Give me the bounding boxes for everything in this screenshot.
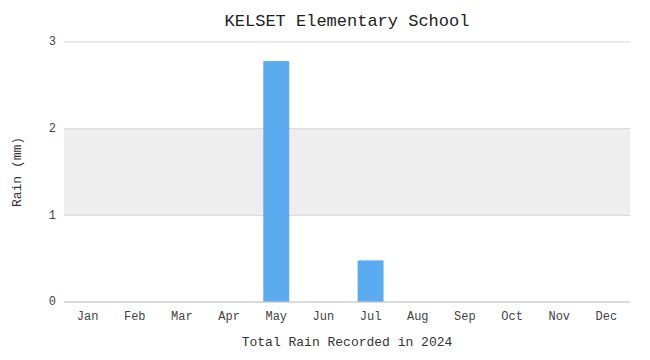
grid-line bbox=[64, 302, 630, 303]
bars bbox=[263, 61, 383, 302]
chart-container: 0 1 2 3 Jan Feb Mar Apr May Jun Jul Aug Sep Oct Nov Dec… bbox=[0, 0, 650, 360]
x-axis-label: Total Rain Recorded in 2024 bbox=[242, 335, 453, 350]
chart-svg: 0 1 2 3 Jan Feb Mar Apr May Jun Jul Aug Sep Oct Nov Dec… bbox=[0, 0, 650, 360]
x-tick-label: Aug bbox=[407, 310, 429, 324]
bar bbox=[263, 61, 289, 302]
grid-line bbox=[64, 215, 630, 216]
x-tick-label: Feb bbox=[124, 310, 146, 324]
y-tick-label: 1 bbox=[49, 209, 56, 223]
x-tick-label: Apr bbox=[218, 310, 240, 324]
y-tick-label: 3 bbox=[49, 35, 56, 49]
bar bbox=[358, 260, 384, 302]
bands bbox=[64, 129, 630, 216]
x-tick-label: Dec bbox=[596, 310, 618, 324]
x-tick-label: May bbox=[265, 310, 287, 324]
y-tick-label: 0 bbox=[49, 295, 56, 309]
grid-line bbox=[64, 128, 630, 129]
x-tick-label: Jul bbox=[360, 310, 382, 324]
x-tick-label: Jan bbox=[77, 310, 99, 324]
x-axis: Jan Feb Mar Apr May Jun Jul Aug Sep Oct Nov Dec bbox=[64, 302, 630, 324]
x-tick-label: Mar bbox=[171, 310, 193, 324]
title: KELSET Elementary School bbox=[225, 12, 470, 31]
x-tick-label: Nov bbox=[548, 310, 570, 324]
grid-line bbox=[64, 42, 630, 43]
y-tick-label: 2 bbox=[49, 122, 56, 136]
y-axis-label: Rain (mm) bbox=[10, 137, 25, 207]
x-tick-label: Jun bbox=[313, 310, 335, 324]
x-axis-line bbox=[64, 302, 630, 303]
x-tick-label: Sep bbox=[454, 310, 476, 324]
y-axis: 0 1 2 3 bbox=[49, 35, 630, 309]
x-tick-label: Oct bbox=[501, 310, 523, 324]
band bbox=[64, 129, 630, 216]
